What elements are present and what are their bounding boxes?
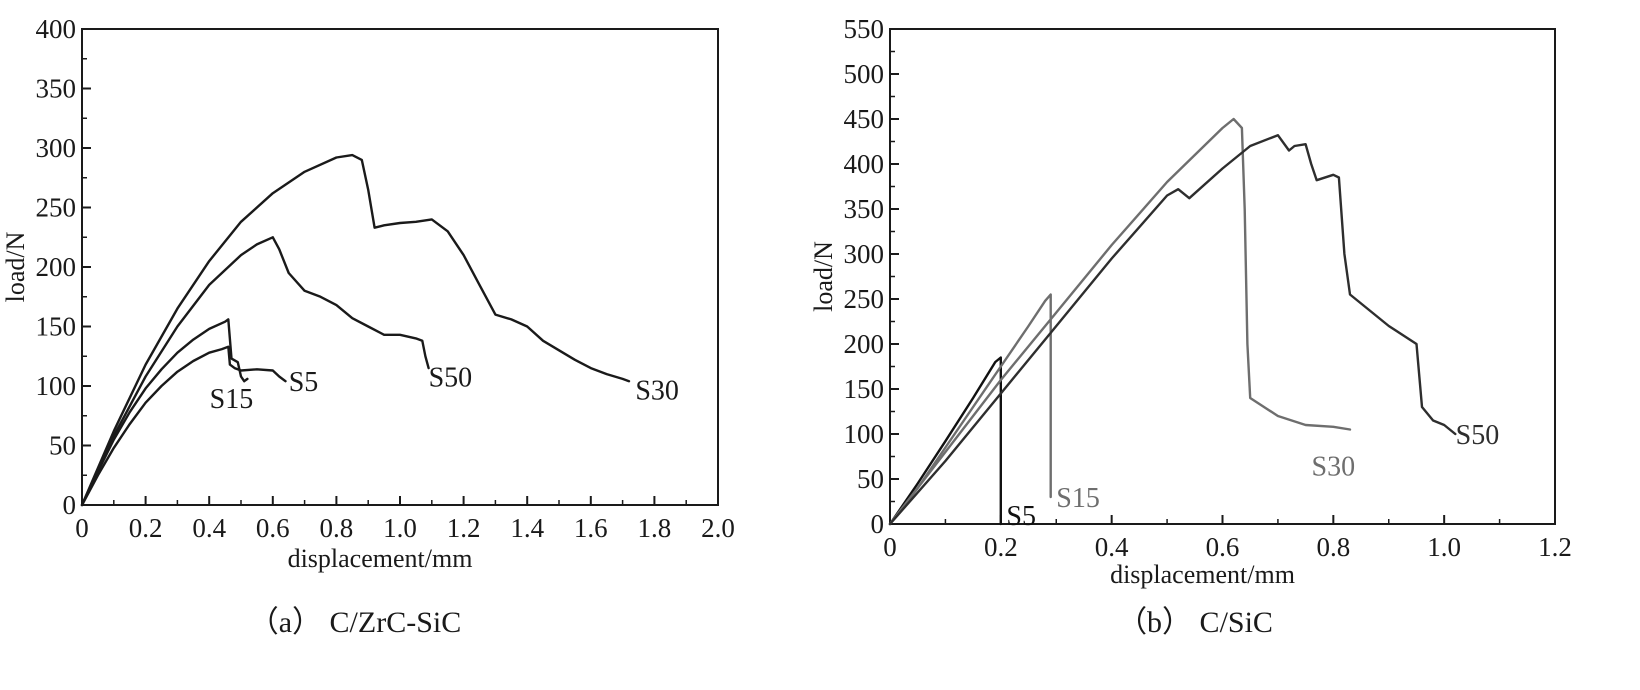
y-axis-label: load/N bbox=[809, 241, 838, 312]
series-line-s50 bbox=[80, 236, 430, 507]
y-tick-label: 350 bbox=[844, 194, 885, 224]
series-line-s15 bbox=[888, 293, 1052, 526]
series-line-s30 bbox=[80, 153, 631, 507]
y-tick-label: 200 bbox=[36, 252, 77, 282]
figure-caption: （a） C/ZrC-SiC bbox=[249, 606, 462, 639]
figure-caption: （b） C/SiC bbox=[1117, 606, 1273, 639]
x-tick-label: 1.2 bbox=[447, 513, 481, 543]
series-line-s50 bbox=[888, 133, 1457, 526]
y-tick-label: 200 bbox=[844, 329, 885, 359]
x-tick-label: 2.0 bbox=[701, 513, 735, 543]
x-tick-label: 1.0 bbox=[1427, 532, 1461, 562]
y-tick-label: 550 bbox=[844, 14, 885, 44]
x-tick-label: 0.4 bbox=[1095, 532, 1129, 562]
series-label-s5: S5 bbox=[289, 367, 319, 398]
y-tick-label: 400 bbox=[36, 14, 77, 44]
x-tick-label: 0.2 bbox=[129, 513, 163, 543]
x-tick-label: 0.8 bbox=[320, 513, 354, 543]
y-tick-label: 350 bbox=[36, 74, 77, 104]
series-label-s50: S50 bbox=[429, 362, 473, 393]
x-tick-label: 1.6 bbox=[574, 513, 608, 543]
x-axis-label: displacement/mm bbox=[288, 544, 473, 573]
x-tick-label: 0.4 bbox=[192, 513, 226, 543]
y-tick-label: 250 bbox=[844, 284, 885, 314]
x-tick-label: 0.6 bbox=[1206, 532, 1240, 562]
series-label-s30: S30 bbox=[635, 376, 679, 407]
series-label-s15: S15 bbox=[210, 384, 254, 415]
series-label-s15: S15 bbox=[1056, 483, 1100, 514]
series-line-s30 bbox=[888, 117, 1352, 526]
series-label-s5: S5 bbox=[1006, 501, 1036, 532]
y-tick-label: 250 bbox=[36, 193, 77, 223]
x-tick-label: 0.8 bbox=[1316, 532, 1350, 562]
y-tick-label: 100 bbox=[844, 419, 885, 449]
y-tick-label: 450 bbox=[844, 104, 885, 134]
x-tick-label: 0.6 bbox=[256, 513, 290, 543]
x-axis-label: displacement/mm bbox=[1110, 560, 1295, 589]
y-tick-label: 400 bbox=[844, 149, 885, 179]
x-tick-label: 1.4 bbox=[510, 513, 544, 543]
series-label-s50: S50 bbox=[1456, 420, 1500, 451]
x-tick-label: 1.0 bbox=[383, 513, 417, 543]
y-tick-label: 0 bbox=[63, 490, 77, 520]
chart-b-c-sic: 0 0.2 0.4 0.6 0.8 1.0 1.2 0 50 100 150 200 250 300 350… bbox=[809, 14, 1572, 639]
series-line-s5 bbox=[80, 345, 287, 507]
x-tick-label: 0 bbox=[883, 532, 897, 562]
x-tick-label: 1.2 bbox=[1538, 532, 1572, 562]
y-tick-label: 50 bbox=[49, 431, 76, 461]
y-tick-label: 150 bbox=[844, 374, 885, 404]
chart-a-c-zrc-sic: 0 0.2 0.4 0.6 0.8 1.0 1.2 1.4 1.6 1.8 2.0 0 50 100 150… bbox=[1, 14, 735, 639]
x-tick-label: 0 bbox=[75, 513, 89, 543]
y-tick-label: 0 bbox=[871, 509, 885, 539]
series-line-s15 bbox=[80, 318, 249, 507]
plot-frame bbox=[81, 28, 719, 506]
x-tick-label: 1.8 bbox=[638, 513, 672, 543]
y-tick-label: 300 bbox=[844, 239, 885, 269]
y-tick-label: 300 bbox=[36, 133, 77, 163]
x-tick-label: 0.2 bbox=[984, 532, 1018, 562]
y-tick-label: 150 bbox=[36, 312, 77, 342]
y-tick-label: 50 bbox=[857, 464, 884, 494]
y-tick-label: 500 bbox=[844, 59, 885, 89]
y-tick-label: 100 bbox=[36, 371, 77, 401]
y-axis-label: load/N bbox=[1, 231, 30, 302]
series-line-s5 bbox=[888, 356, 1002, 526]
series-label-s30: S30 bbox=[1312, 452, 1356, 483]
